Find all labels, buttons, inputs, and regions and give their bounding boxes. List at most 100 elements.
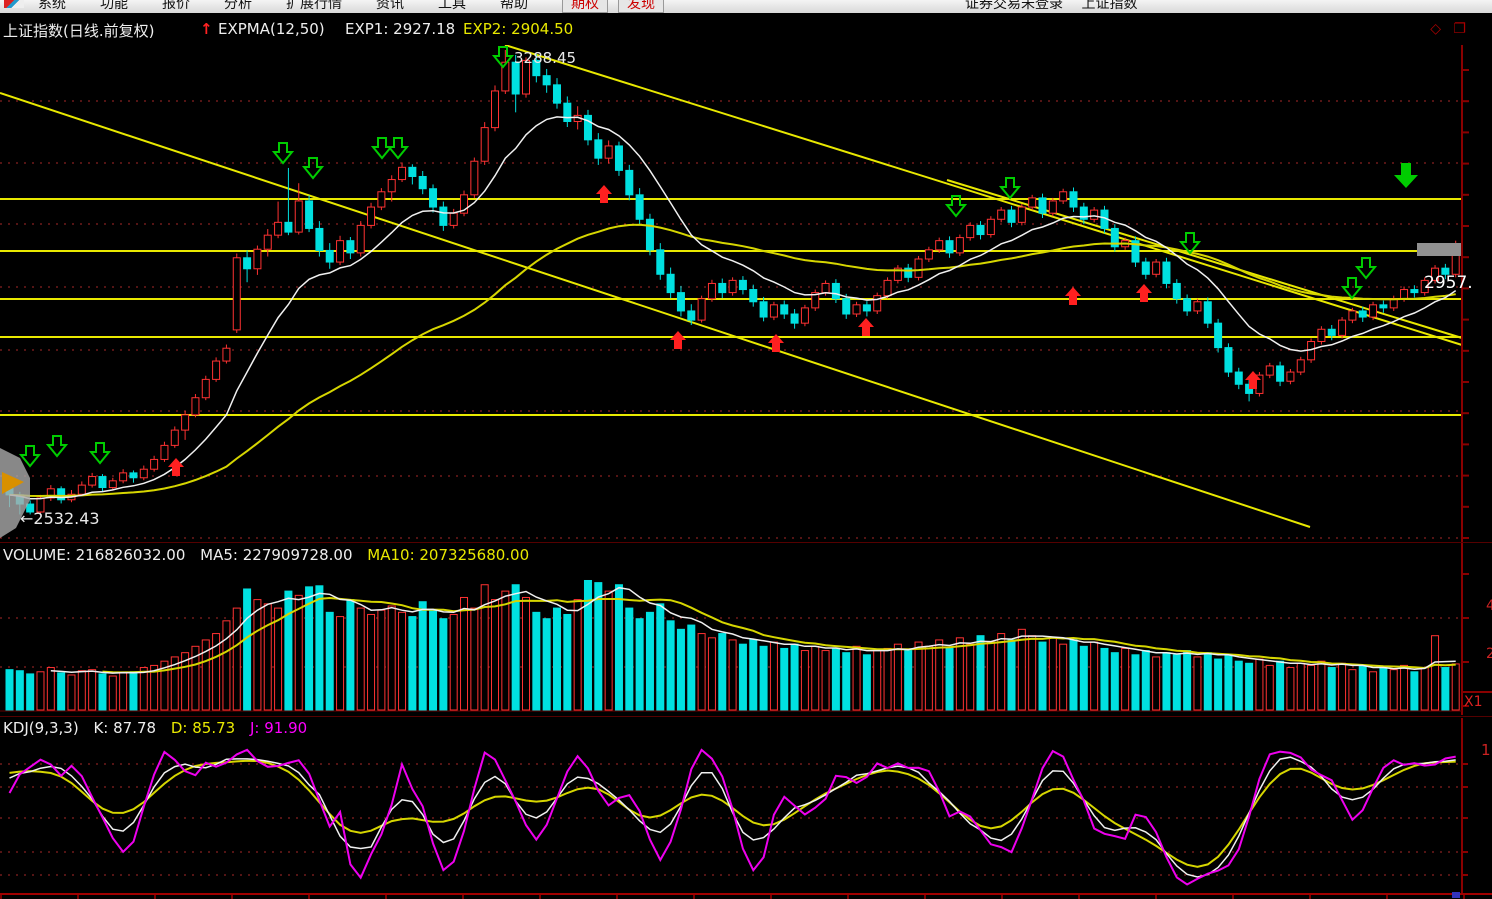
menu-news[interactable]: 资讯 <box>376 0 404 12</box>
menu-tools[interactable]: 工具 <box>438 0 466 12</box>
volume-bar <box>811 645 820 711</box>
volume-bar <box>1038 641 1047 711</box>
candle-body <box>1369 304 1378 318</box>
volume-bar <box>1451 663 1460 711</box>
candle-body <box>1286 371 1295 382</box>
drawn-trend-line[interactable] <box>504 45 1463 346</box>
kdj-chart-pane[interactable] <box>0 718 1492 893</box>
volume-bar <box>831 647 840 711</box>
volume-bar <box>780 647 789 711</box>
candle-body <box>1265 365 1274 376</box>
volume-chart-pane[interactable] <box>0 543 1492 715</box>
time-axis[interactable] <box>0 893 1492 899</box>
candle-body <box>1441 267 1450 275</box>
volume-bar <box>583 579 592 711</box>
volume-bar <box>1441 667 1450 711</box>
candle-body <box>966 224 975 239</box>
volume-bar <box>1028 635 1037 711</box>
sell-signal-arrow-icon <box>301 157 325 180</box>
volume-bar <box>232 607 241 711</box>
volume-bar <box>1400 664 1409 711</box>
volume-bar <box>1338 662 1347 711</box>
peak-price-label: 3288.45 <box>514 49 577 67</box>
volume-bar <box>170 656 179 711</box>
menu-discover-hot[interactable]: 发现 <box>618 0 664 13</box>
volume-bar <box>88 669 97 711</box>
candle-body <box>1379 304 1388 309</box>
volume-bar <box>645 611 654 711</box>
menu-options-hot[interactable]: 期权 <box>562 0 608 13</box>
volume-bar <box>697 633 706 711</box>
volume-bar <box>1410 671 1419 711</box>
volume-bar <box>336 616 345 711</box>
volume-bar <box>408 616 417 711</box>
volume-bar <box>222 620 231 711</box>
candle-body <box>604 145 613 159</box>
volume-bar <box>5 669 14 711</box>
candle-body <box>356 224 365 254</box>
volume-bar <box>1327 667 1336 711</box>
volume-bar <box>769 641 778 711</box>
volume-bar <box>594 582 603 711</box>
candle-body <box>645 218 654 251</box>
sell-signal-arrow-icon <box>1178 232 1202 255</box>
volume-bar <box>1255 658 1264 711</box>
kdj-j-line <box>8 748 1456 886</box>
candle-body <box>511 61 520 95</box>
left-edge-flag-shape <box>0 448 30 538</box>
pane-corner-icons[interactable]: ◇ ❐ <box>1430 21 1470 37</box>
volume-bar <box>924 645 933 711</box>
volume-bar <box>842 652 851 711</box>
volume-bar <box>738 643 747 711</box>
volume-bar <box>387 605 396 711</box>
menu-quotes[interactable]: 报价 <box>162 0 190 12</box>
candle-body <box>1410 289 1419 294</box>
candle-body <box>232 257 241 331</box>
volume-bar <box>294 594 303 711</box>
volume-bar <box>470 607 479 711</box>
indicator-name[interactable]: EXPMA(12,50) <box>218 20 325 38</box>
candle-body <box>769 304 778 318</box>
drawn-trend-line[interactable] <box>0 92 1311 528</box>
candle-body <box>1348 310 1357 321</box>
volume-bar <box>986 641 995 711</box>
volume-bar <box>139 667 148 711</box>
zoom-x1-label[interactable]: X1 <box>1464 694 1483 710</box>
candle-body <box>1338 319 1347 336</box>
trade-login-status[interactable]: 证券交易未登录 <box>965 0 1063 12</box>
volume-bar <box>325 611 334 711</box>
volume-bar <box>862 654 871 711</box>
menu-function[interactable]: 功能 <box>100 0 128 12</box>
vol-axis-label-partial: 2 <box>1486 646 1492 662</box>
candle-body <box>904 267 913 278</box>
candle-body <box>635 194 644 220</box>
candle-body <box>718 282 727 294</box>
volume-bar <box>439 618 448 711</box>
volume-bar <box>46 667 55 711</box>
candle-body <box>26 503 35 513</box>
candle-body <box>1203 301 1212 324</box>
candle-body <box>305 200 314 229</box>
candle-body <box>914 258 923 278</box>
candle-body <box>88 476 97 486</box>
current-price-box <box>1417 243 1462 256</box>
candle-body <box>98 476 107 489</box>
scroll-thumb[interactable] <box>1452 892 1460 898</box>
menu-system[interactable]: 系统 <box>38 0 66 12</box>
price-chart-pane[interactable] <box>0 45 1492 542</box>
kdj-k-value: K: 87.78 <box>93 719 157 737</box>
volume-bar <box>614 584 623 711</box>
volume-ma5-line <box>50 586 1456 674</box>
menu-extended-quotes[interactable]: 扩展行情 <box>286 0 342 12</box>
candle-body <box>1017 206 1026 223</box>
trough-price-label: ←2532.43 <box>20 509 100 528</box>
menu-help[interactable]: 帮助 <box>500 0 528 12</box>
sell-signal-arrow-icon <box>998 177 1022 200</box>
kdj-name[interactable]: KDJ(9,3,3) <box>3 719 79 737</box>
volume-bar <box>1389 669 1398 711</box>
sell-signal-arrow-icon <box>386 137 410 160</box>
volume-bar <box>707 637 716 711</box>
menu-analysis[interactable]: 分析 <box>224 0 252 12</box>
candle-body <box>759 301 768 318</box>
candle-body <box>108 480 117 489</box>
